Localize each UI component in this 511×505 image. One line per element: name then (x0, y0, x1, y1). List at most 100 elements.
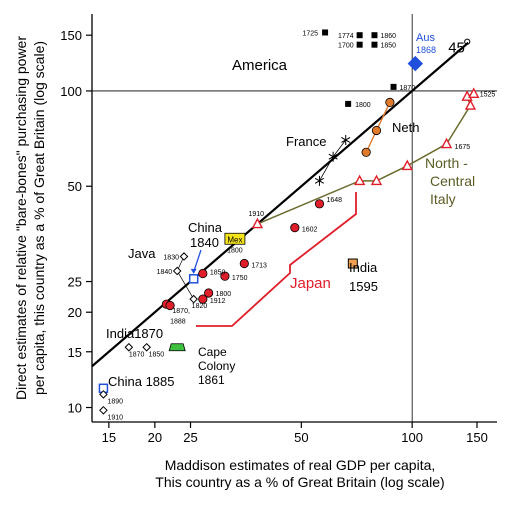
japan-point-6 (220, 271, 230, 281)
point-label: 1910 (107, 414, 123, 421)
india-label: India (349, 260, 378, 275)
y-tick-label: 100 (60, 84, 82, 99)
x-tick-label: 150 (466, 430, 488, 445)
japan-point-7 (239, 258, 249, 269)
asterisk-stroke (328, 153, 338, 160)
japan-point-4 (204, 288, 214, 298)
america-point-1 (322, 29, 329, 36)
y-tick-label: 20 (68, 305, 82, 320)
point-label: 1850 (380, 43, 396, 50)
neth-label: Neth (392, 120, 419, 135)
italy-label-line: Italy (430, 191, 456, 207)
china-label: China (188, 220, 223, 235)
japan-point-5 (198, 268, 208, 279)
point-label: 1912 (210, 298, 226, 305)
america-point-5 (371, 41, 378, 48)
x-tick-label: 15 (102, 430, 116, 445)
cape-colony-label: Colony (198, 359, 235, 373)
japan-point-3 (198, 294, 208, 304)
java-point-2 (172, 266, 182, 276)
india-point-2 (142, 342, 151, 352)
aus-point-1 (407, 55, 424, 72)
neth-point-2 (371, 125, 382, 136)
point-label: 1840 (157, 269, 173, 276)
point-label: 1850 (149, 351, 165, 358)
point-label: 1713 (251, 263, 267, 270)
diagonal-45-line (91, 41, 469, 368)
y-tick-label: 50 (68, 179, 82, 194)
america-point-4 (356, 41, 363, 48)
x-axis-title-line: Maddison estimates of real GDP per capit… (165, 457, 436, 473)
north-central-italy-point-6 (464, 99, 477, 110)
france-label: France (286, 134, 326, 149)
annotations: 1725 1774 1860 1700 1850 1870 1800 1910 1675 1525… (106, 30, 495, 421)
y-tick-label: 15 (68, 345, 82, 360)
japan-point-9 (314, 199, 325, 209)
point-label: 1800 (216, 291, 232, 298)
china-point-1 (188, 274, 199, 284)
reference-lines: 45 (91, 14, 497, 422)
aus-label: Aus (416, 32, 435, 44)
cape-year-label: 1861 (198, 373, 225, 387)
cape-label: Cape (198, 345, 227, 359)
axes: 15 20 25 50 100 150 10 15 20 25 50 100 150 (60, 14, 497, 445)
north-central-italy-point-2 (353, 174, 366, 186)
point-label: 1890 (107, 398, 123, 405)
point-label: 1750 (232, 275, 248, 282)
china-year-label: 1840 (190, 235, 219, 250)
point-label: 1648 (326, 197, 342, 204)
neth-point-3 (385, 97, 395, 108)
india-point-1 (124, 342, 134, 352)
point-label: 1870, (172, 308, 190, 315)
north-central-italy-point-8 (468, 87, 480, 99)
america-label: America (232, 57, 288, 74)
y-tick-label: 150 (60, 28, 82, 43)
y-tick-label: 25 (68, 275, 82, 290)
asterisk-stroke (341, 137, 351, 143)
x-axis-title-line: This country as a % of Great Britain (lo… (155, 474, 444, 490)
x-tick-label: 50 (294, 430, 308, 445)
france-point-1 (314, 175, 325, 186)
degree-symbol (464, 38, 471, 45)
north-central-italy-point-1 (251, 217, 264, 229)
point-label: 1800 (355, 102, 371, 109)
aus-year-label: 1868 (416, 45, 436, 55)
point-label: 1830 (163, 254, 179, 261)
india-1595-point-1 (347, 258, 358, 269)
america-point-6 (390, 83, 397, 90)
cape-colony-point-1 (168, 343, 186, 352)
asterisk-stroke (314, 177, 325, 184)
neth-point-1 (361, 147, 371, 157)
point-label: 1888 (170, 319, 186, 326)
x-tick-label: 100 (401, 430, 423, 445)
japan-point-8 (290, 223, 300, 233)
japan-point-2 (165, 300, 175, 311)
mex-label: Mex (227, 235, 242, 244)
china1885-label: China 1885 (108, 374, 175, 389)
java-label: Java (128, 246, 156, 261)
other-point-1 (99, 390, 108, 399)
mex-point-1 (224, 232, 246, 245)
data-marks (98, 29, 480, 415)
point-label: 1850 (210, 270, 226, 277)
north-central-italy-point-3 (370, 174, 383, 186)
america-point-2 (356, 32, 363, 39)
china-arrow-head (190, 268, 197, 274)
y-axis-title-line: per capita, this country as a % of Great… (31, 41, 47, 395)
point-label: 1525 (480, 92, 496, 99)
france-point-3 (341, 134, 351, 145)
mex-year-label: 1800 (227, 247, 243, 254)
italy-label-line: North - (425, 155, 468, 171)
italy-label-line: Central (430, 173, 475, 189)
japan-label: Japan (290, 275, 331, 292)
point-label: 1725 (302, 30, 318, 37)
axis-titles: Maddison estimates of real GDP per capit… (13, 36, 445, 490)
other-point-3 (189, 294, 198, 304)
point-label: 1870 (400, 85, 416, 92)
other-point-2 (99, 405, 108, 415)
point-label: 1860 (380, 33, 396, 40)
point-label: 1774 (338, 33, 354, 40)
china-arrow-line (193, 249, 202, 273)
america-point-3 (371, 32, 378, 39)
